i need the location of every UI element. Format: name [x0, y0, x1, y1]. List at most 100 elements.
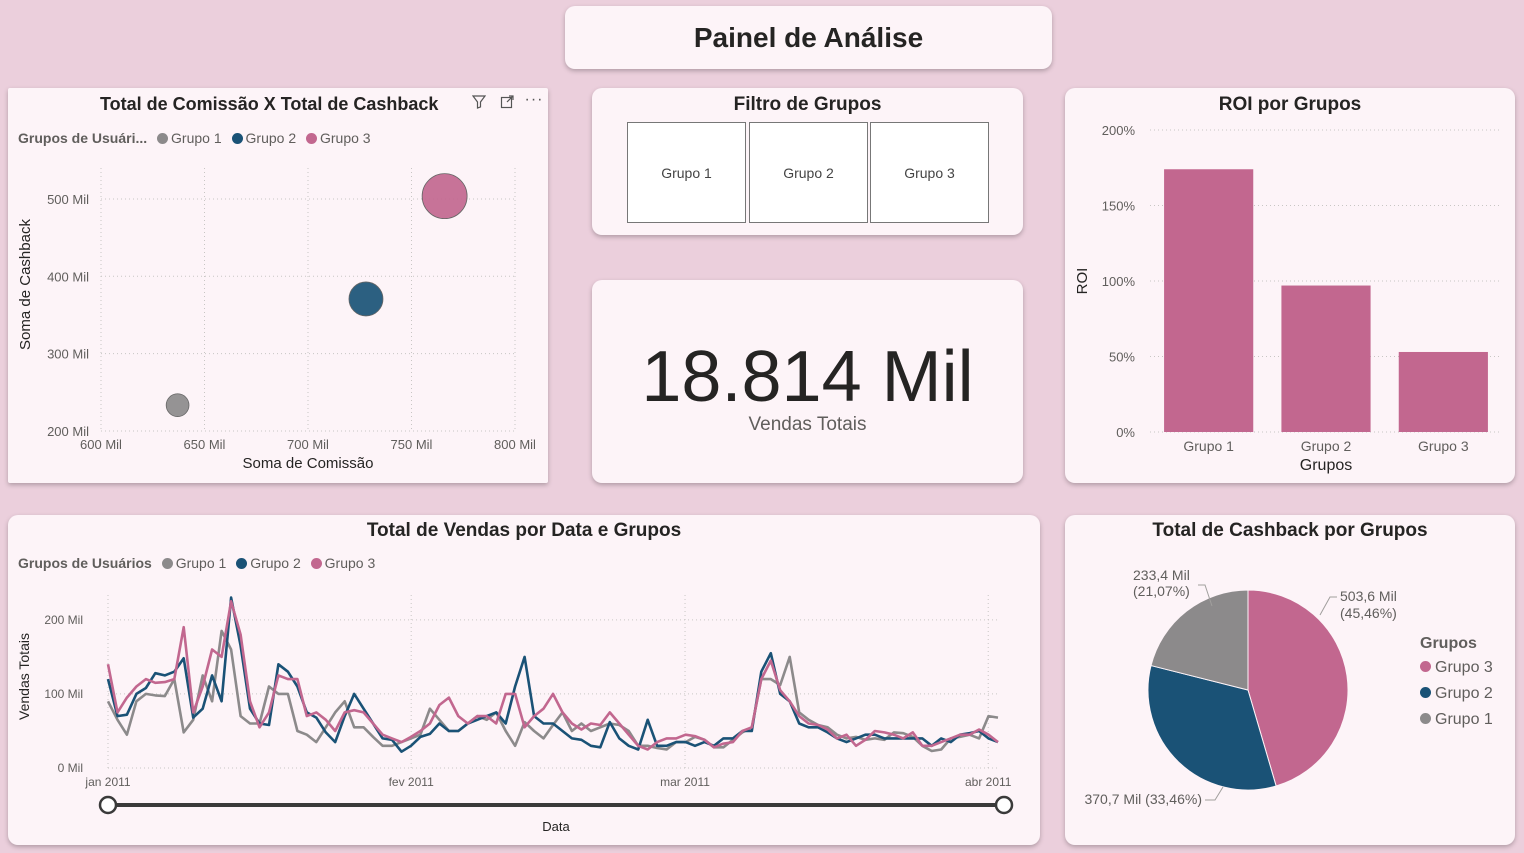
sales-legend-title: Grupos de Usuários [18, 555, 152, 571]
scatter-point [165, 393, 190, 417]
scatter-legend-item[interactable]: Grupo 1 [157, 130, 222, 146]
x-tick-label: 750 Mil [391, 437, 433, 452]
x-axis-title: Data [542, 819, 570, 834]
legend-dot-icon [161, 558, 173, 569]
kpi-value: 18.814 Mil [641, 337, 974, 417]
pie-legend-item[interactable]: Grupo 1 [1420, 711, 1493, 729]
y-tick-label: 500 Mil [47, 192, 89, 207]
data-label: (45,46%) [1340, 605, 1397, 621]
leader-line [1205, 786, 1224, 801]
x-axis-title: Grupos [1300, 457, 1352, 474]
leader-line [1319, 596, 1337, 616]
pie-legend: Grupos Grupo 3 Grupo 2 Grupo 1 [1420, 635, 1493, 729]
scatter-point [421, 173, 468, 220]
scatter-legend-title: Grupos de Usuári... [18, 130, 148, 146]
sales-legend-item[interactable]: Grupo 3 [310, 555, 375, 571]
x-tick-label: abr 2011 [965, 775, 1012, 789]
pie-chart: 503,6 Mil(45,46%) 370,7 Mil (33,46%) 233,4… [1084, 567, 1397, 807]
filter-option-grupo-1[interactable]: Grupo 1 [627, 122, 746, 223]
x-tick-label: mar 2011 [660, 775, 710, 789]
date-range-slider-handle-start[interactable] [98, 795, 118, 815]
data-label: 503,6 Mil [1340, 588, 1397, 604]
legend-dot-icon [1420, 687, 1431, 698]
x-tick-label: Grupo 3 [1418, 438, 1469, 454]
x-tick-label: Grupo 1 [1183, 438, 1234, 454]
legend-dot-icon [157, 133, 169, 144]
y-axis-title: ROI [1074, 268, 1091, 295]
data-label: (21,07%) [1133, 583, 1190, 599]
y-tick-label: 100 Mil [44, 687, 83, 701]
legend-dot-icon [1420, 661, 1431, 672]
y-axis-title: Vendas Totais [16, 633, 32, 720]
sales-chart: 0 Mil 100 Mil 200 Mil jan 2011 fev 2011 mar 2… [16, 595, 1014, 834]
filter-icon[interactable] [470, 93, 488, 111]
roi-bar [1164, 169, 1254, 432]
x-axis-title: Soma de Comissão [243, 455, 374, 472]
data-label: 370,7 Mil (33,46%) [1084, 791, 1202, 807]
kpi-card: 18.814 Mil Vendas Totais [592, 280, 1023, 483]
x-tick-label: 800 Mil [494, 437, 536, 452]
scatter-chart: 200 Mil 300 Mil 400 Mil 500 Mil 600 Mil 650 M… [17, 168, 536, 472]
y-tick-label: 100% [1102, 274, 1136, 289]
roi-title: ROI por Grupos [1218, 94, 1362, 115]
scatter-legend-item[interactable]: Grupo 2 [231, 130, 296, 146]
legend-dot-icon [1420, 713, 1431, 724]
date-range-slider-handle-end[interactable] [994, 795, 1014, 815]
pie-legend-item[interactable]: Grupo 2 [1420, 685, 1493, 703]
roi-chart: 0% 50% 100% 150% 200% Grupo 1 Grupo 2 Grupo 3 Gr… [1074, 123, 1502, 474]
x-tick-label: fev 2011 [389, 775, 434, 789]
y-tick-label: 0% [1116, 425, 1135, 440]
y-tick-label: 50% [1109, 350, 1135, 365]
y-tick-label: 200% [1102, 123, 1136, 138]
scatter-card: Total de Comissão X Total de Cashback ··… [8, 88, 548, 483]
legend-dot-icon [310, 558, 322, 569]
series-line [106, 596, 999, 753]
pie-slice [1150, 589, 1249, 691]
pie-title: Total de Cashback por Grupos [1152, 520, 1428, 541]
roi-card: ROI por Grupos 0% 50% 100% 150% 200% Grupo 1 G… [1065, 88, 1515, 483]
y-tick-label: 400 Mil [47, 269, 89, 284]
pie-slice [1247, 589, 1349, 787]
x-tick-label: 700 Mil [287, 437, 329, 452]
x-tick-label: jan 2011 [84, 775, 130, 789]
filter-option-grupo-2[interactable]: Grupo 2 [749, 122, 868, 223]
y-tick-label: 200 Mil [47, 424, 89, 439]
x-tick-label: 650 Mil [184, 437, 226, 452]
more-options-icon[interactable]: ··· [524, 91, 544, 108]
sales-legend-item[interactable]: Grupo 2 [236, 555, 301, 571]
filter-title: Filtro de Grupos [733, 94, 882, 115]
pie-legend-title: Grupos [1420, 635, 1477, 652]
kpi-label: Vendas Totais [748, 414, 867, 435]
legend-dot-icon [236, 558, 248, 569]
scatter-legend-item[interactable]: Grupo 3 [306, 130, 371, 146]
pie-slice [1147, 664, 1277, 791]
y-tick-label: 150% [1102, 199, 1136, 214]
legend-dot-icon [231, 133, 243, 144]
pie-card: Total de Cashback por Grupos 503,6 Mil (4… [1065, 515, 1515, 845]
roi-bar [1281, 285, 1371, 432]
y-tick-label: 300 Mil [47, 347, 89, 362]
page-title-card: Painel de Análise [565, 6, 1052, 69]
page-title: Painel de Análise [693, 21, 924, 53]
sales-legend: Grupos de Usuários Grupo 1 Grupo 2 Grupo… [18, 555, 381, 571]
series-line [106, 600, 999, 751]
focus-mode-icon[interactable] [498, 93, 516, 111]
sales-title: Total de Vendas por Data e Grupos [366, 520, 682, 541]
scatter-legend: Grupos de Usuári... Grupo 1 Grupo 2 Grup… [18, 130, 377, 146]
roi-bar [1398, 351, 1488, 432]
y-axis-title: Soma de Cashback [17, 219, 34, 350]
sales-card: Total de Vendas por Data e Grupos Grupos… [8, 515, 1040, 845]
y-tick-label: 200 Mil [44, 613, 83, 627]
filter-option-grupo-3[interactable]: Grupo 3 [870, 122, 989, 223]
leader-line [1198, 584, 1213, 607]
legend-dot-icon [306, 133, 317, 144]
scatter-point [348, 281, 384, 317]
data-label: 233,4 Mil [1133, 567, 1190, 583]
x-tick-label: Grupo 2 [1301, 438, 1352, 454]
filter-card: Filtro de Grupos Grupo 1 Grupo 2 Grupo 3 [592, 88, 1023, 235]
y-tick-label: 0 Mil [58, 761, 83, 775]
x-tick-label: 600 Mil [80, 437, 122, 452]
sales-legend-item[interactable]: Grupo 1 [161, 555, 226, 571]
pie-legend-item[interactable]: Grupo 3 [1420, 659, 1493, 677]
scatter-title: Total de Comissão X Total de Cashback [100, 94, 439, 114]
